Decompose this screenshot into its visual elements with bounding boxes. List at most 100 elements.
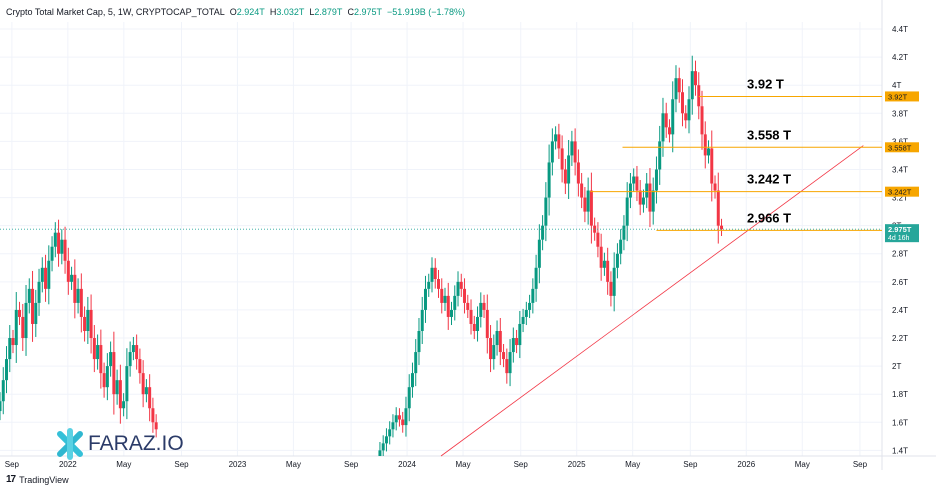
candle-body: [687, 99, 691, 121]
level-tag-text: 3.242T: [888, 188, 912, 197]
candle-body: [638, 190, 642, 205]
level-tag: [885, 91, 919, 102]
candle-body: [521, 316, 525, 324]
support-trendline: [440, 145, 864, 457]
candle-body: [544, 197, 548, 226]
candle-body: [684, 113, 688, 121]
candle-body: [502, 352, 506, 360]
x-tick-label: 2022: [59, 460, 77, 469]
candle-body: [710, 148, 714, 184]
candle-body: [680, 92, 684, 114]
candle-body: [505, 359, 509, 374]
tradingview-brand[interactable]: TradingView: [19, 474, 69, 485]
candle-body: [612, 267, 616, 296]
candle-body: [476, 316, 480, 331]
level-label: 3.92 T: [747, 76, 784, 91]
y-tick-label: 4.2T: [892, 53, 908, 62]
candle-body: [531, 288, 535, 303]
candle-body: [443, 295, 447, 303]
candle-body: [596, 232, 600, 247]
candle-body: [485, 309, 489, 339]
y-tick-label: 2.2T: [892, 334, 908, 343]
candle-body: [92, 338, 96, 360]
candle-body: [148, 387, 152, 409]
candle-body: [602, 260, 606, 268]
candle-body: [583, 197, 587, 212]
candle-body: [40, 267, 44, 282]
candle-body: [492, 345, 496, 360]
y-tick-label: 3.6T: [892, 137, 908, 146]
candle-body: [469, 309, 473, 324]
x-tick-label: 2023: [229, 460, 247, 469]
candle-body: [534, 267, 538, 289]
candle-body: [37, 281, 41, 303]
close-label: C: [347, 7, 354, 17]
candle-body: [47, 260, 51, 289]
candle-body: [112, 352, 116, 395]
candle-body: [463, 288, 467, 303]
candle-body: [489, 338, 493, 360]
candle-body: [436, 279, 440, 289]
candle-body: [664, 113, 668, 128]
candle-body: [550, 141, 554, 163]
candle-body: [83, 316, 87, 331]
candle-body: [128, 352, 132, 367]
candle-body: [599, 246, 603, 268]
candle-body: [528, 302, 532, 310]
candle-body: [697, 85, 701, 107]
candle-body: [667, 127, 671, 135]
candle-body: [135, 345, 139, 360]
tradingview-logo-icon[interactable]: 17: [6, 474, 16, 485]
candle-body: [589, 190, 593, 226]
x-tick-label: Sep: [344, 460, 359, 469]
candle-body: [423, 288, 427, 310]
level-tag-text: 3.558T: [888, 143, 912, 152]
candle-body: [677, 78, 681, 93]
candle-body: [414, 352, 418, 374]
candle-body: [138, 359, 142, 374]
symbol-title[interactable]: Crypto Total Market Cap, 5, 1W, CRYPTOCA…: [6, 7, 225, 17]
candle-body: [645, 183, 649, 198]
candle-body: [720, 225, 724, 230]
candle-body: [511, 338, 515, 353]
candle-body: [60, 239, 64, 254]
candle-body: [378, 450, 382, 456]
candle-body: [18, 309, 22, 317]
y-tick-label: 2.4T: [892, 306, 908, 315]
candle-body: [420, 309, 424, 331]
candle-body: [388, 429, 392, 437]
candle-body: [44, 267, 48, 289]
candle-body: [14, 309, 18, 346]
candle-body: [125, 366, 129, 402]
candle-body: [651, 190, 655, 212]
level-tag: [885, 186, 919, 197]
candle-body: [446, 295, 450, 317]
candle-body: [622, 225, 626, 240]
candle-body: [570, 141, 574, 156]
candle-body: [391, 422, 395, 430]
candle-body: [707, 148, 711, 156]
candle-body: [456, 281, 460, 296]
candle-body: [547, 162, 551, 198]
candle-body: [427, 281, 431, 289]
level-label: 3.242 T: [747, 172, 791, 187]
current-price-tag: [885, 224, 919, 243]
candle-body: [89, 309, 93, 339]
candle-body: [635, 176, 639, 191]
y-tick-label: 2.8T: [892, 250, 908, 259]
candle-body: [554, 134, 558, 142]
candle-body: [694, 71, 698, 86]
candle-body: [641, 197, 645, 205]
low-label: L: [309, 7, 315, 17]
candle-body: [567, 155, 571, 184]
candle-body: [397, 415, 401, 420]
candle-body: [472, 323, 476, 331]
change-value: −51.919B (−1.78%): [386, 7, 466, 17]
candle-body: [453, 295, 457, 310]
candle-body: [34, 302, 38, 324]
candle-body: [716, 190, 720, 226]
candle-body: [404, 408, 408, 426]
y-tick-label: 2.6T: [892, 278, 908, 287]
candle-body: [648, 183, 652, 212]
